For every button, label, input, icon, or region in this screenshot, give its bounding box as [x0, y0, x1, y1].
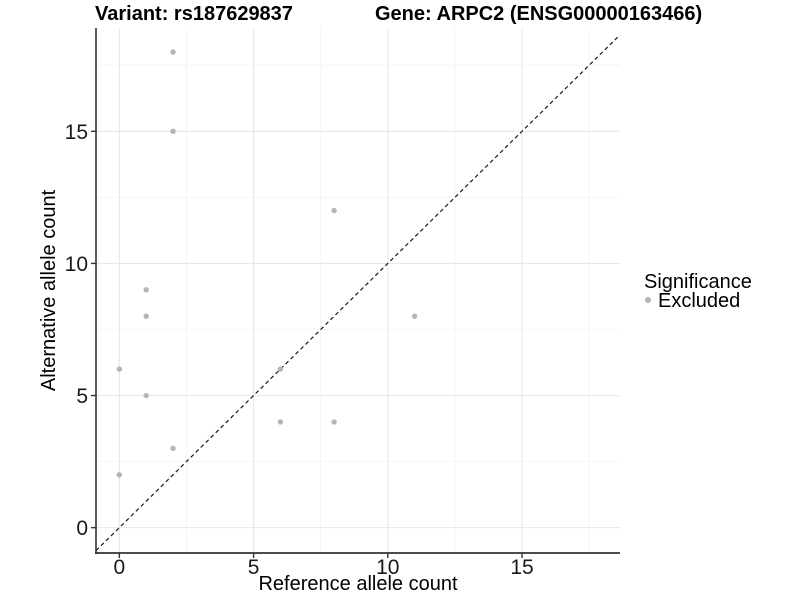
data-point — [143, 313, 149, 319]
data-point — [277, 419, 284, 425]
x-tick-label: 10 — [376, 556, 399, 579]
y-tick-label: 5 — [76, 385, 88, 408]
identity-line — [95, 34, 621, 552]
y-tick-label: 0 — [76, 517, 88, 540]
y-tick-label: 15 — [65, 121, 88, 144]
x-tick-label: 15 — [510, 556, 533, 579]
x-axis-title: Reference allele count — [258, 573, 457, 595]
data-point — [170, 128, 176, 135]
plot-title-gene: Gene: ARPC2 (ENSG00000163466) — [375, 3, 702, 25]
data-point — [170, 49, 176, 55]
axis-tick-labels: 0 5 10 15 0 5 10 15 — [65, 121, 534, 579]
axis-lines — [95, 28, 620, 554]
data-point — [331, 419, 337, 425]
y-tick-label: 10 — [65, 253, 88, 276]
legend-marker-icon — [645, 297, 651, 303]
legend: Significance Excluded — [644, 271, 752, 312]
minor-gridlines — [96, 28, 620, 553]
data-point — [116, 472, 123, 478]
data-point — [170, 445, 176, 452]
x-tick-label: 5 — [248, 556, 260, 579]
data-point — [277, 366, 284, 372]
data-points — [116, 49, 418, 478]
x-tick-label: 0 — [114, 556, 126, 579]
legend-title: Significance — [644, 271, 752, 293]
data-point — [116, 366, 123, 372]
y-axis-title: Alternative allele count — [38, 189, 60, 391]
axis-ticks — [91, 130, 523, 558]
data-point — [143, 392, 149, 399]
data-point — [331, 207, 337, 214]
plot-title-variant: Variant: rs187629837 — [95, 3, 293, 25]
legend-item-label: Excluded — [658, 290, 740, 312]
major-gridlines — [96, 28, 620, 553]
data-point — [143, 287, 149, 293]
data-point — [411, 313, 418, 319]
